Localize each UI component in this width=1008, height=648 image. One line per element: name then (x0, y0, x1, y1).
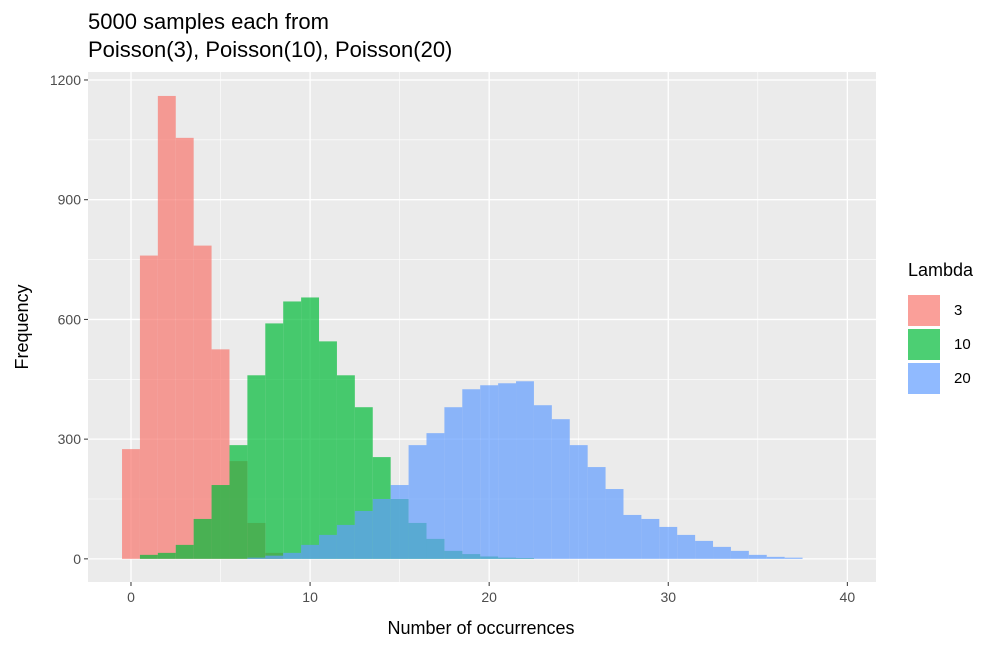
x-axis-title: Number of occurrences (387, 618, 574, 638)
y-tick-label-600: 600 (58, 311, 82, 327)
axis-ticks: 0 10 20 30 40 0 300 600 900 1200 (50, 72, 855, 605)
y-tick-label-1200: 1200 (50, 72, 81, 88)
bar-lambda-10-x4 (193, 518, 212, 559)
legend-swatch-10 (908, 328, 940, 360)
bar-lambda-20-x37 (784, 557, 803, 559)
bar-lambda-10-x5 (211, 485, 230, 559)
bar-lambda-20-x29 (641, 518, 660, 559)
series-lambda-10 (139, 297, 534, 559)
bar-lambda-20-x33 (713, 546, 731, 559)
legend-swatch-3 (908, 294, 940, 326)
bar-lambda-20-x21 (498, 383, 517, 559)
bar-lambda-3-x2 (157, 95, 176, 559)
legend-label-3: 3 (954, 301, 963, 319)
bar-lambda-20-x32 (695, 540, 714, 559)
bar-lambda-10-x9 (283, 301, 302, 559)
legend-item-lambda-20: 20 (908, 361, 973, 395)
bar-lambda-20-x22 (516, 381, 534, 559)
bar-lambda-3-x0 (122, 449, 140, 559)
bar-lambda-10-x2 (157, 552, 176, 559)
bar-lambda-20-x7 (247, 557, 266, 559)
bar-lambda-3-x3 (175, 137, 194, 559)
bar-lambda-10-x10 (301, 297, 320, 559)
histogram-bars (122, 95, 803, 559)
legend-label-10: 10 (954, 335, 971, 353)
bar-lambda-10-x8 (265, 323, 284, 559)
chart-title-block: 5000 samples each from Poisson(3), Poiss… (88, 8, 452, 64)
bar-lambda-20-x34 (730, 550, 749, 559)
x-tick-label-10: 10 (302, 589, 318, 605)
x-tick-label-30: 30 (660, 589, 676, 605)
bar-lambda-20-x18 (444, 407, 463, 559)
bar-lambda-20-x31 (677, 534, 696, 559)
legend: Lambda 3 10 20 (908, 260, 973, 395)
legend-title: Lambda (908, 260, 974, 280)
bar-lambda-10-x12 (336, 375, 355, 559)
bar-lambda-10-x11 (319, 341, 337, 559)
x-tick-label-20: 20 (481, 589, 497, 605)
bar-lambda-20-x24 (551, 419, 570, 559)
y-tick-label-0: 0 (73, 551, 81, 567)
bar-lambda-20-x20 (480, 385, 499, 559)
x-tick-label-40: 40 (840, 589, 856, 605)
bar-lambda-20-x8 (265, 555, 284, 559)
legend-item-lambda-3: 3 (908, 293, 973, 327)
bar-lambda-20-x10 (301, 544, 320, 559)
y-axis-title: Frequency (12, 284, 32, 369)
bar-lambda-20-x26 (587, 467, 606, 559)
bar-lambda-20-x12 (336, 524, 355, 559)
chart-title: 5000 samples each from (88, 9, 329, 34)
y-tick-label-900: 900 (58, 192, 82, 208)
x-tick-label-0: 0 (127, 589, 135, 605)
bar-lambda-10-x1 (139, 554, 158, 559)
bar-lambda-20-x30 (659, 526, 678, 559)
bar-lambda-20-x25 (569, 445, 588, 559)
bar-lambda-20-x23 (533, 405, 552, 559)
bar-lambda-20-x13 (354, 510, 373, 559)
bar-lambda-3-x1 (139, 255, 158, 559)
bar-lambda-20-x17 (426, 433, 445, 559)
bar-lambda-20-x15 (390, 485, 409, 559)
bar-lambda-20-x16 (408, 445, 427, 559)
legend-swatch-20 (908, 362, 940, 394)
y-tick-label-300: 300 (58, 431, 82, 447)
bar-lambda-20-x14 (372, 498, 391, 559)
bar-lambda-20-x19 (462, 389, 481, 559)
bar-lambda-20-x35 (748, 554, 767, 559)
bar-lambda-20-x28 (623, 514, 642, 559)
bar-lambda-10-x7 (247, 375, 266, 559)
bar-lambda-20-x36 (766, 556, 785, 559)
chart-subtitle: Poisson(3), Poisson(10), Poisson(20) (88, 37, 453, 62)
bar-lambda-20-x27 (605, 489, 624, 559)
bar-lambda-10-x3 (175, 544, 194, 559)
legend-label-20: 20 (954, 369, 971, 387)
bar-lambda-20-x9 (283, 552, 302, 559)
bar-lambda-20-x11 (319, 534, 337, 559)
bar-lambda-10-x6 (229, 445, 248, 559)
series-lambda-20 (247, 381, 803, 559)
legend-item-lambda-10: 10 (908, 327, 973, 361)
bar-lambda-3-x4 (193, 245, 212, 559)
